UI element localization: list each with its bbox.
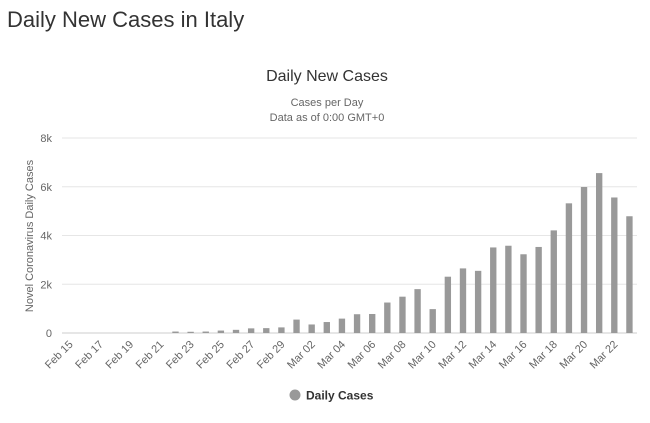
bar[interactable] (474, 270, 482, 333)
x-tick-label: Mar 04 (315, 339, 348, 372)
bar[interactable] (595, 173, 603, 333)
bar[interactable] (232, 329, 240, 333)
bar[interactable] (414, 289, 421, 333)
page-heading: Daily New Cases in Italy (7, 7, 245, 32)
bar[interactable] (626, 216, 633, 333)
bar[interactable] (580, 186, 588, 333)
y-tick-label: 8k (40, 133, 52, 145)
x-tick-label: Feb 21 (134, 339, 167, 372)
y-tick-label: 0 (46, 328, 52, 340)
bar[interactable] (202, 331, 209, 333)
legend[interactable]: Daily Cases (289, 389, 374, 403)
x-tick-label: Feb 17 (73, 339, 106, 372)
bar[interactable] (429, 309, 436, 333)
bar[interactable] (247, 328, 255, 333)
bar[interactable] (217, 330, 225, 333)
x-tick-label: Mar 22 (588, 339, 621, 372)
bar[interactable] (384, 302, 391, 333)
bar[interactable] (353, 314, 361, 333)
chart-subtitle-line-1: Cases per Day (291, 97, 364, 109)
chart-subtitle-line-2: Data as of 0:00 GMT+0 (270, 112, 385, 124)
x-tick-label: Mar 06 (346, 339, 379, 372)
bars (172, 173, 633, 333)
bar[interactable] (505, 245, 512, 333)
bar[interactable] (535, 246, 542, 333)
x-tick-label: Feb 23 (164, 339, 197, 372)
bar[interactable] (565, 203, 573, 333)
bar[interactable] (550, 230, 557, 333)
bar[interactable] (187, 331, 194, 333)
x-tick-label: Mar 10 (406, 339, 439, 372)
y-axis-ticks: 0 2k 4k 6k 8k (40, 133, 52, 340)
x-tick-label: Mar 08 (376, 339, 409, 372)
x-tick-label: Feb 25 (194, 339, 227, 372)
bar[interactable] (369, 313, 376, 333)
x-tick-label: Mar 12 (436, 339, 469, 372)
bar[interactable] (308, 324, 315, 333)
bar[interactable] (444, 276, 452, 333)
y-axis-title: Novel Coronavirus Daily Cases (24, 159, 36, 312)
bar[interactable] (490, 247, 497, 333)
x-tick-label: Mar 20 (557, 339, 590, 372)
chart-title: Daily New Cases (266, 68, 388, 85)
bar[interactable] (520, 254, 527, 333)
bar[interactable] (278, 327, 285, 333)
bar[interactable] (459, 268, 467, 333)
legend-marker (289, 389, 301, 401)
x-tick-label: Mar 16 (497, 339, 530, 372)
x-tick-label: Feb 15 (43, 339, 76, 372)
bar[interactable] (611, 197, 618, 333)
x-tick-label: Feb 19 (104, 339, 137, 372)
x-tick-label: Mar 18 (527, 339, 560, 372)
x-tick-label: Mar 14 (467, 339, 500, 372)
bar[interactable] (293, 319, 300, 333)
bar[interactable] (323, 322, 330, 333)
bar[interactable] (172, 331, 179, 333)
bar[interactable] (263, 328, 270, 333)
y-tick-label: 2k (40, 279, 52, 291)
bar[interactable] (338, 318, 346, 333)
bar[interactable] (399, 296, 406, 333)
x-tick-label: Feb 27 (225, 339, 258, 372)
y-tick-label: 4k (40, 231, 52, 243)
legend-label: Daily Cases (306, 389, 374, 403)
x-tick-label: Mar 02 (285, 339, 318, 372)
y-tick-label: 6k (40, 182, 52, 194)
x-tick-label: Feb 29 (255, 339, 288, 372)
